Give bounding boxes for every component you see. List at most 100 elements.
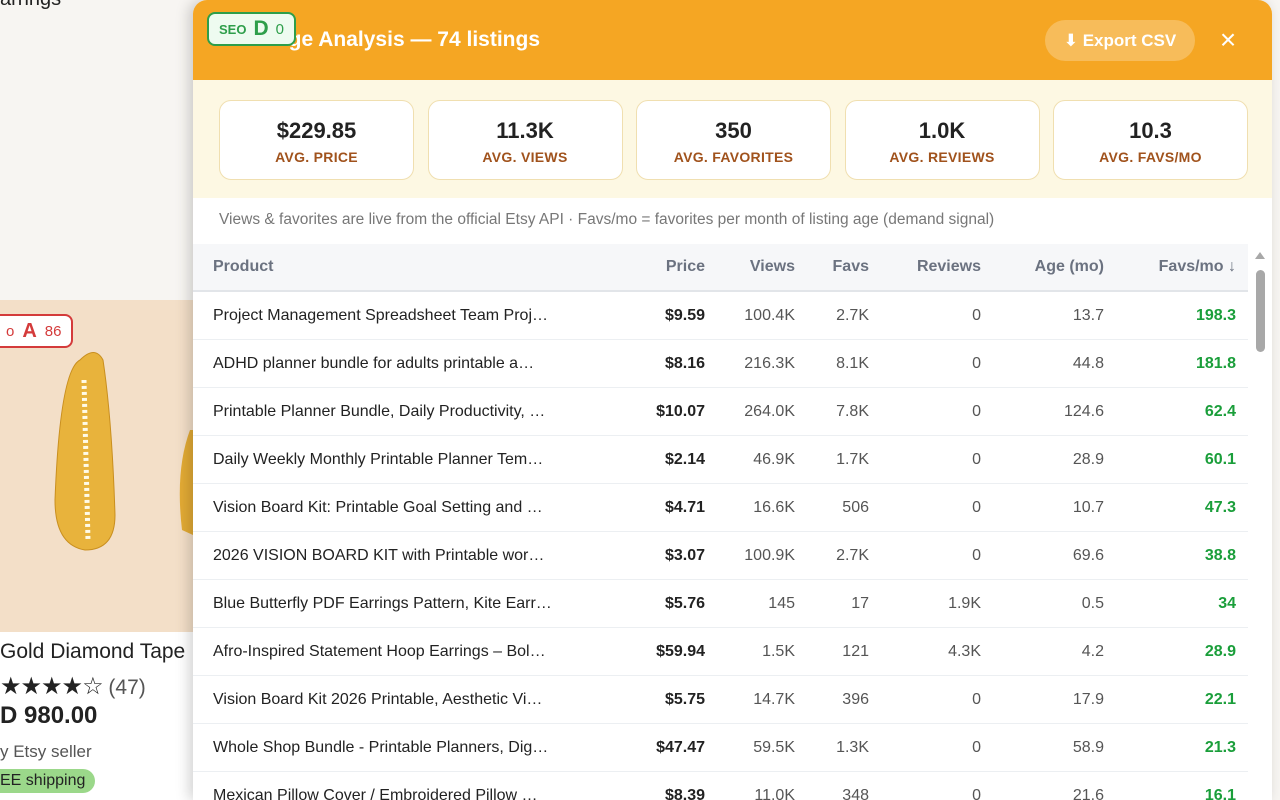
column-header: Age (mo) <box>1034 258 1104 275</box>
product-name: Blue Butterfly PDF Earrings Pattern, Kit… <box>213 595 552 612</box>
favs-per-month: 62.4 <box>1204 403 1236 420</box>
close-button[interactable]: × <box>1219 24 1237 55</box>
product-image <box>0 300 193 632</box>
views: 46.9K <box>753 451 795 468</box>
favs-per-month: 16.1 <box>1204 787 1236 800</box>
stats-bar: $229.85 AVG. PRICE 11.3K AVG. VIEWS 350 AVG. … <box>193 80 1272 198</box>
views: 264.0K <box>744 403 795 420</box>
table-row: Vision Board Kit 2026 Printable, Aesthet… <box>193 676 1248 724</box>
reviews: 0 <box>972 547 981 564</box>
shipping-badge: EE shipping <box>0 769 96 793</box>
age: 28.9 <box>1072 451 1104 468</box>
table-row: Daily Weekly Monthly Printable Planner T… <box>193 436 1248 484</box>
rating-count: (47) <box>108 676 146 699</box>
table-row: Vision Board Kit: Printable Goal Setting… <box>193 484 1248 532</box>
price: $9.59 <box>664 307 705 324</box>
reviews: 0 <box>972 451 981 468</box>
favs-per-month: 28.9 <box>1204 643 1236 660</box>
age: 69.6 <box>1072 547 1104 564</box>
age: 4.2 <box>1081 643 1104 660</box>
stat-label: AVG. REVIEWS <box>889 149 995 165</box>
price: D 980.00 <box>0 702 98 729</box>
reviews: 0 <box>972 739 981 756</box>
column-header: Favs/mo ↓ <box>1158 258 1236 275</box>
product-name: Mexican Pillow Cover / Embroidered Pillo… <box>213 787 538 800</box>
seo-badge[interactable]: SEO D 0 <box>207 12 296 46</box>
views: 216.3K <box>744 355 795 372</box>
column-header: Reviews <box>916 258 981 275</box>
seo-score: 86 <box>44 322 62 340</box>
seo-score: 0 <box>275 20 284 38</box>
price: $10.07 <box>656 403 705 420</box>
table-row: Printable Planner Bundle, Daily Producti… <box>193 388 1248 436</box>
product-name: ADHD planner bundle for adults printable… <box>213 355 535 372</box>
favs: 506 <box>842 499 869 516</box>
price: $4.71 <box>664 499 705 516</box>
favs: 8.1K <box>836 355 869 372</box>
favs: 2.7K <box>836 307 869 324</box>
age: 21.6 <box>1072 787 1104 800</box>
note: Views & favorites are live from the offi… <box>219 211 995 228</box>
product-name: Daily Weekly Monthly Printable Planner T… <box>213 451 544 468</box>
favs: 396 <box>842 691 869 708</box>
reviews: 0 <box>972 691 981 708</box>
age: 44.8 <box>1072 355 1104 372</box>
table-row: Whole Shop Bundle - Printable Planners, … <box>193 724 1248 772</box>
favs: 1.3K <box>836 739 869 756</box>
favs: 17 <box>851 595 869 612</box>
table-row: Mexican Pillow Cover / Embroidered Pillo… <box>193 772 1248 800</box>
favs-per-month: 38.8 <box>1204 547 1236 564</box>
age: 10.7 <box>1072 499 1104 516</box>
reviews: 0 <box>972 499 981 516</box>
background-text: arrings <box>0 0 61 11</box>
panel-title: Page Analysis — 74 listings <box>263 28 540 51</box>
favs: 2.7K <box>836 547 869 564</box>
favs-per-month: 21.3 <box>1204 739 1236 756</box>
views: 59.5K <box>753 739 795 756</box>
price: $2.14 <box>664 451 705 468</box>
table-row: 2026 VISION BOARD KIT with Printable wor… <box>193 532 1248 580</box>
export-button[interactable]: ⬇ Export CSV <box>1045 20 1195 61</box>
stars: ★★★★☆ <box>0 673 104 700</box>
favs: 348 <box>842 787 869 800</box>
scrollbar[interactable] <box>1253 248 1267 800</box>
price: $8.39 <box>664 787 705 800</box>
stat-value: 1.0K <box>918 118 966 143</box>
reviews: 0 <box>972 787 981 800</box>
seo-grade: D <box>253 17 269 40</box>
table-row: ADHD planner bundle for adults printable… <box>193 340 1248 388</box>
table-row: Blue Butterfly PDF Earrings Pattern, Kit… <box>193 580 1248 628</box>
product-name: Vision Board Kit 2026 Printable, Aesthet… <box>213 691 543 708</box>
column-header: Price <box>665 258 705 275</box>
seo-badge[interactable]: o A 86 <box>0 314 74 348</box>
stat-card: 350 AVG. FAVORITES <box>636 100 831 180</box>
product-card[interactable]: Gold Diamond Tape ★★★★☆ (47) D 980.00 y … <box>0 632 193 800</box>
product-name: 2026 VISION BOARD KIT with Printable wor… <box>213 547 545 564</box>
views: 1.5K <box>762 643 795 660</box>
stat-card: $229.85 AVG. PRICE <box>219 100 414 180</box>
seo-grade: A <box>22 319 37 342</box>
scroll-up[interactable] <box>1253 249 1267 261</box>
favs: 121 <box>842 643 869 660</box>
stat-card: 10.3 AVG. FAVS/MO <box>1053 100 1248 180</box>
scroll-thumb[interactable] <box>1256 270 1265 352</box>
seo-label: o <box>6 322 15 340</box>
table-header: Product Price Views Favs Reviews Age (mo) Favs… <box>193 244 1248 292</box>
stat-label: AVG. FAVS/MO <box>1099 149 1202 165</box>
price: $3.07 <box>664 547 705 564</box>
product-name: Whole Shop Bundle - Printable Planners, … <box>213 739 549 756</box>
favs-per-month: 34 <box>1218 595 1236 612</box>
stat-label: AVG. VIEWS <box>482 149 568 165</box>
stat-card: 11.3K AVG. VIEWS <box>427 100 623 180</box>
reviews: 0 <box>972 403 981 420</box>
reviews: 1.9K <box>948 595 981 612</box>
stat-value: 10.3 <box>1129 118 1172 143</box>
column-header: Views <box>749 258 795 275</box>
views: 100.4K <box>744 307 795 324</box>
stat-label: AVG. PRICE <box>275 149 358 165</box>
rating: ★★★★☆ (47) <box>0 672 146 701</box>
favs: 1.7K <box>836 451 869 468</box>
age: 0.5 <box>1081 595 1104 612</box>
